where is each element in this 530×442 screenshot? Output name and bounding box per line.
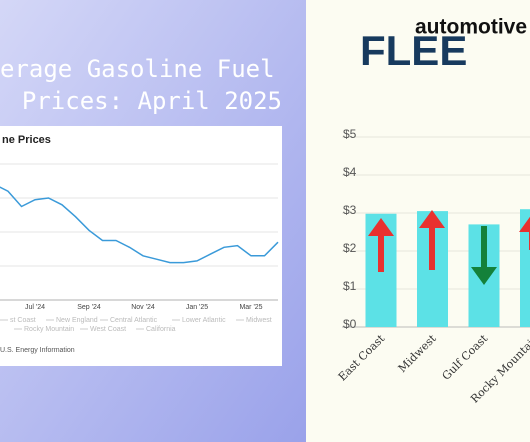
legend-label: Central Atlantic	[110, 317, 158, 324]
legend-label: st Coast	[10, 317, 36, 324]
y-tick-label: $5	[343, 127, 357, 141]
x-tick-label: Jan '25	[186, 304, 208, 311]
logo-bottom: FLEE	[360, 27, 467, 74]
y-tick-label: $1	[343, 279, 357, 293]
x-tick-label: Mar '25	[239, 304, 262, 311]
inset-title: ne Prices	[2, 134, 51, 146]
arrow-up	[368, 218, 394, 272]
bar	[520, 209, 530, 327]
legend-label: Midwest	[246, 317, 272, 324]
title-line: Prices: April 2025	[22, 87, 282, 115]
logo-top: automotive	[415, 16, 527, 39]
x-tick-label: Nov '24	[131, 304, 155, 311]
arrows	[368, 210, 530, 285]
arrow-up	[419, 210, 445, 270]
title-line: erage Gasoline Fuel	[0, 55, 275, 83]
legend-label: Lower Atlantic	[182, 317, 226, 324]
legend-label: New England	[56, 317, 98, 324]
inset-source: U.S. Energy Information	[0, 347, 75, 354]
y-tick-label: $2	[343, 241, 357, 255]
y-tick-label: $3	[343, 203, 357, 217]
legend-label: Rocky Mountain	[24, 326, 74, 333]
x-tick-label: Sep '24	[77, 304, 101, 311]
legend-label: West Coast	[90, 326, 126, 333]
legend-label: California	[146, 326, 176, 333]
y-tick-label: $0	[343, 317, 357, 331]
arrow-up	[519, 216, 530, 250]
price-line	[0, 186, 279, 264]
y-tick-label: $4	[343, 165, 357, 179]
arrow-down	[471, 226, 497, 285]
x-tick-label: Jul '24	[25, 304, 45, 311]
